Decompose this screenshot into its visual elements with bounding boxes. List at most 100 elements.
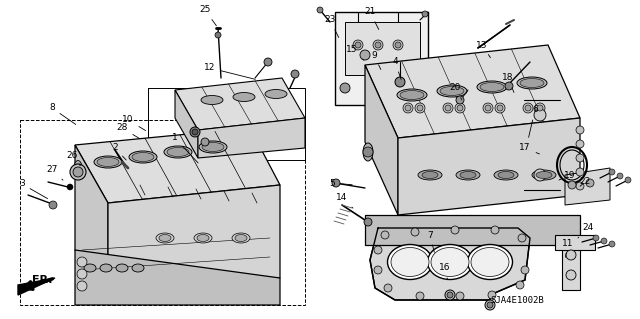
Circle shape: [374, 266, 382, 274]
Ellipse shape: [363, 143, 373, 161]
Ellipse shape: [233, 93, 255, 101]
Circle shape: [566, 270, 576, 280]
Circle shape: [416, 292, 424, 300]
Circle shape: [317, 7, 323, 13]
Polygon shape: [562, 235, 580, 290]
Circle shape: [609, 169, 615, 175]
Text: 4: 4: [392, 57, 401, 79]
Circle shape: [417, 105, 423, 111]
Text: 2: 2: [112, 144, 126, 160]
Text: 14: 14: [336, 194, 353, 208]
Text: 11: 11: [563, 239, 573, 257]
Text: 13: 13: [476, 41, 490, 58]
Circle shape: [291, 70, 299, 78]
Circle shape: [77, 281, 87, 291]
Circle shape: [534, 109, 546, 121]
Circle shape: [609, 241, 615, 247]
Ellipse shape: [265, 90, 287, 99]
Circle shape: [405, 105, 411, 111]
Polygon shape: [365, 65, 398, 215]
Circle shape: [593, 235, 599, 241]
Circle shape: [601, 238, 607, 244]
Circle shape: [415, 103, 425, 113]
Circle shape: [375, 42, 381, 48]
Text: 12: 12: [204, 63, 255, 79]
Text: 23: 23: [324, 16, 339, 38]
Text: 25: 25: [199, 5, 216, 26]
Circle shape: [215, 32, 221, 38]
Ellipse shape: [199, 141, 227, 153]
Circle shape: [456, 96, 464, 104]
Ellipse shape: [232, 233, 250, 243]
Ellipse shape: [431, 248, 469, 277]
Circle shape: [576, 154, 584, 162]
Circle shape: [576, 126, 584, 134]
Circle shape: [521, 266, 529, 274]
Circle shape: [445, 290, 455, 300]
Circle shape: [518, 234, 526, 242]
Ellipse shape: [167, 147, 189, 157]
Text: 17: 17: [519, 144, 540, 154]
Text: 6: 6: [529, 106, 538, 137]
Ellipse shape: [84, 264, 96, 272]
Polygon shape: [75, 250, 280, 305]
Circle shape: [363, 147, 373, 157]
Text: 26: 26: [67, 151, 80, 166]
Circle shape: [445, 105, 451, 111]
Circle shape: [523, 103, 533, 113]
Text: 7: 7: [427, 231, 435, 252]
Text: SJA4E1002B: SJA4E1002B: [490, 296, 544, 305]
Polygon shape: [18, 278, 55, 295]
Circle shape: [483, 103, 493, 113]
Ellipse shape: [536, 172, 552, 179]
Polygon shape: [175, 90, 198, 158]
Ellipse shape: [387, 244, 433, 279]
Ellipse shape: [94, 156, 122, 168]
Text: 19: 19: [559, 170, 576, 180]
Circle shape: [360, 50, 370, 60]
Ellipse shape: [132, 264, 144, 272]
Text: 18: 18: [502, 73, 514, 93]
Text: 16: 16: [439, 263, 451, 279]
Circle shape: [192, 129, 198, 135]
Circle shape: [568, 181, 576, 189]
Polygon shape: [345, 22, 420, 75]
Polygon shape: [365, 215, 580, 245]
Ellipse shape: [422, 172, 438, 179]
Ellipse shape: [471, 248, 509, 277]
Circle shape: [364, 218, 372, 226]
Circle shape: [264, 58, 272, 66]
Ellipse shape: [517, 77, 547, 89]
Ellipse shape: [100, 264, 112, 272]
Text: 28: 28: [116, 123, 140, 138]
Ellipse shape: [116, 264, 128, 272]
Ellipse shape: [400, 91, 424, 100]
Polygon shape: [555, 235, 595, 250]
Circle shape: [576, 182, 584, 190]
Circle shape: [201, 138, 209, 146]
Polygon shape: [398, 118, 580, 215]
Circle shape: [332, 179, 340, 187]
Circle shape: [576, 140, 584, 148]
Ellipse shape: [437, 85, 467, 97]
Ellipse shape: [480, 83, 504, 92]
Circle shape: [505, 82, 513, 90]
Circle shape: [495, 103, 505, 113]
Text: 10: 10: [122, 115, 146, 130]
Polygon shape: [75, 145, 108, 290]
Text: 22: 22: [579, 177, 591, 187]
Polygon shape: [335, 12, 428, 105]
Ellipse shape: [428, 244, 472, 279]
Text: 3: 3: [19, 180, 47, 199]
Text: 15: 15: [346, 46, 364, 60]
Polygon shape: [565, 168, 610, 205]
Ellipse shape: [194, 233, 212, 243]
Ellipse shape: [440, 86, 464, 95]
Circle shape: [566, 250, 576, 260]
Circle shape: [353, 40, 363, 50]
Ellipse shape: [74, 160, 82, 175]
Circle shape: [374, 246, 382, 254]
Text: 8: 8: [49, 103, 76, 124]
Ellipse shape: [201, 95, 223, 105]
Circle shape: [497, 105, 503, 111]
